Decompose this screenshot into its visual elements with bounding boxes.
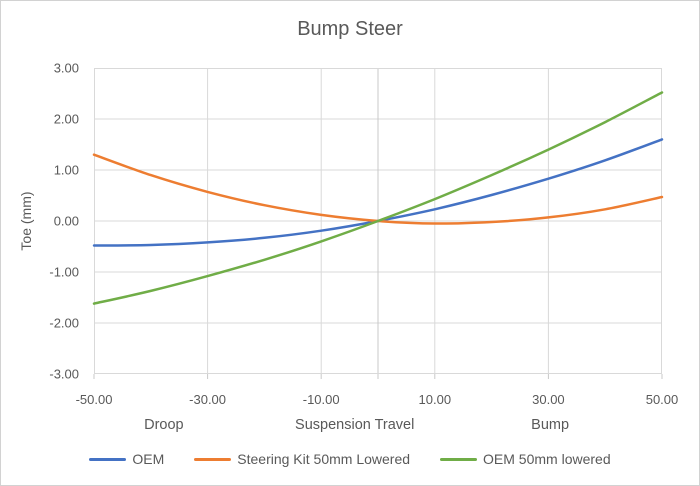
y-tick-label: 2.00 <box>53 111 79 127</box>
x-axis-title: Suspension Travel <box>295 417 415 433</box>
legend-line-swatch <box>194 457 232 461</box>
plot-border <box>94 68 662 374</box>
zone-label-bump: Bump <box>531 417 570 433</box>
x-tick-label: -30.00 <box>189 392 227 407</box>
chart-legend: OEM Steering Kit 50mm Lowered OEM 50mm low… <box>1 451 699 467</box>
x-tick-label: -10.00 <box>302 392 340 407</box>
y-tick-label: 3.00 <box>53 60 79 76</box>
y-axis-tick-labels: 3.00 2.00 1.00 0.00 -1.00 -2.00 -3.00 <box>1 61 79 382</box>
chart-title: Bump Steer <box>297 18 403 40</box>
legend-item-steering-kit-50mm-lowered: Steering Kit 50mm Lowered <box>194 451 410 467</box>
y-tick-label: 0.00 <box>53 213 79 229</box>
plot-area <box>92 68 664 379</box>
y-tick-label: -2.00 <box>49 315 79 331</box>
legend-line-swatch <box>89 457 127 461</box>
x-axis-zone-labels: Droop Suspension Travel Bump <box>94 417 662 435</box>
legend-label: Steering Kit 50mm Lowered <box>237 451 411 467</box>
x-tick-label: 50.00 <box>645 392 679 407</box>
x-tick-label: 30.00 <box>532 392 565 407</box>
legend-item-oem: OEM <box>89 451 164 467</box>
legend-label: OEM <box>132 451 165 467</box>
x-tick-label: -50.00 <box>75 392 113 407</box>
zone-label-droop: Droop <box>144 417 184 433</box>
legend-item-oem-50mm-lowered: OEM 50mm lowered <box>440 451 611 467</box>
y-tick-label: -3.00 <box>49 366 79 382</box>
y-tick-label: 1.00 <box>53 162 79 178</box>
y-tick-label: -1.00 <box>49 264 79 280</box>
legend-line-swatch <box>440 457 478 461</box>
legend-label: OEM 50mm lowered <box>483 451 611 467</box>
series-line-oem-50mm-lowered <box>92 91 664 305</box>
x-axis-tick-labels: -50.00 -30.00 -10.00 10.00 30.00 50.00 <box>76 392 679 407</box>
x-tick-label: 10.00 <box>418 392 452 407</box>
